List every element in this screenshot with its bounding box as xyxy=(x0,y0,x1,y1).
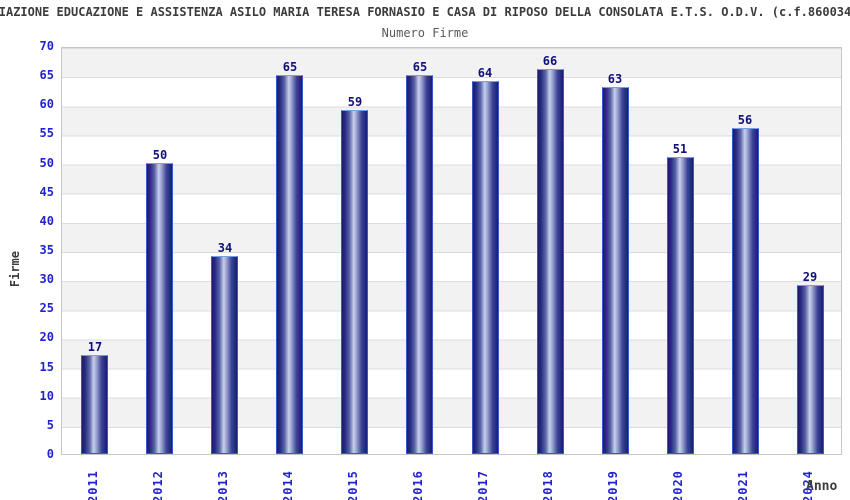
bar-2015 xyxy=(341,110,368,454)
bar-value-label: 64 xyxy=(477,66,493,80)
bar-value-label: 29 xyxy=(802,270,818,284)
y-tick-label: 65 xyxy=(39,68,54,83)
chart-title: OCIAZIONE EDUCAZIONE E ASSISTENZA ASILO … xyxy=(0,5,850,19)
y-tick-label: 0 xyxy=(46,447,54,461)
y-tick-label: 25 xyxy=(39,301,54,316)
bar-2017 xyxy=(472,81,499,454)
bar-2024 xyxy=(797,285,824,454)
x-tick-label: 2017 xyxy=(476,470,490,500)
x-tick-label: 2016 xyxy=(411,470,425,500)
x-tick-label: 2019 xyxy=(606,470,620,500)
x-tick-label: 2020 xyxy=(671,470,685,500)
y-tick-label: 15 xyxy=(39,359,54,374)
bar-value-label: 51 xyxy=(672,142,688,156)
chart-subtitle: Numero Firme xyxy=(381,26,469,40)
plot-area: 17 50 34 65 59 65 64 66 63 51 56 29 xyxy=(61,47,842,455)
x-tick-label: 2012 xyxy=(151,470,165,500)
bar-2016 xyxy=(406,75,433,454)
y-tick-label: 5 xyxy=(46,417,54,432)
x-axis-title: Anno xyxy=(806,479,838,494)
y-axis-title: Firme xyxy=(8,251,22,288)
x-tick-label: 2021 xyxy=(736,470,750,500)
y-tick-label: 60 xyxy=(39,97,54,112)
y-tick-label: 45 xyxy=(39,184,54,199)
bar-value-label: 65 xyxy=(412,60,428,74)
y-tick-label: 30 xyxy=(39,272,54,287)
bar-value-label: 59 xyxy=(347,95,363,109)
bar-value-label: 65 xyxy=(282,60,298,74)
y-tick-label: 70 xyxy=(39,39,54,53)
bar-2018 xyxy=(537,69,564,454)
bar-2019 xyxy=(602,87,629,454)
bar-value-label: 63 xyxy=(607,72,623,86)
y-tick-label: 20 xyxy=(39,330,54,345)
bar-2021 xyxy=(732,128,759,454)
y-tick-label: 35 xyxy=(39,243,54,257)
bar-2013 xyxy=(211,256,238,454)
bar-value-label: 56 xyxy=(737,113,753,127)
x-tick-label: 2013 xyxy=(216,470,230,500)
bar-value-label: 66 xyxy=(542,54,558,68)
bar-value-label: 34 xyxy=(217,241,233,255)
y-tick-label: 40 xyxy=(39,213,54,228)
x-tick-label: 2011 xyxy=(86,470,100,500)
bar-2012 xyxy=(146,163,173,454)
y-tick-label: 55 xyxy=(39,126,54,141)
bar-2020 xyxy=(667,157,694,454)
x-tick-label: 2015 xyxy=(346,470,360,500)
bar-value-label: 17 xyxy=(87,340,103,354)
bar-2011 xyxy=(81,355,108,454)
x-tick-label: 2018 xyxy=(541,470,555,500)
y-tick-label: 50 xyxy=(39,155,54,170)
y-tick-label: 10 xyxy=(39,388,54,403)
bar-2014 xyxy=(276,75,303,454)
x-tick-label: 2014 xyxy=(281,470,295,500)
bar-value-label: 50 xyxy=(152,148,168,162)
